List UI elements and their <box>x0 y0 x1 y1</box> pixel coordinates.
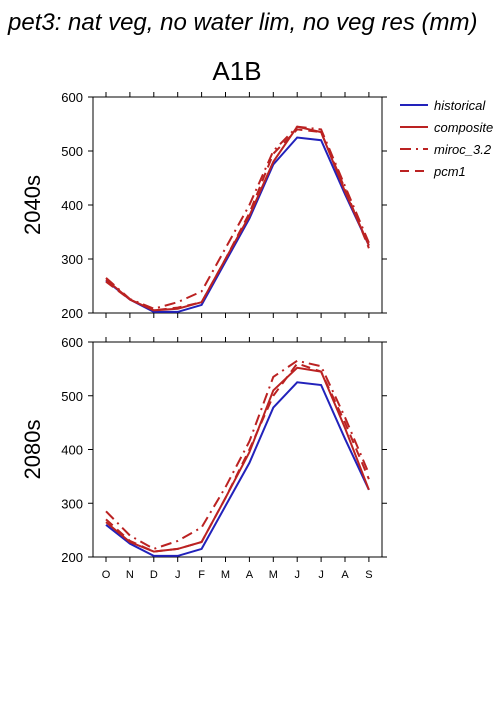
legend-label: miroc_3.2 <box>434 142 492 157</box>
y-tick-label: 500 <box>61 389 83 404</box>
y-tick-label: 300 <box>61 496 83 511</box>
series-line-composite <box>105 366 370 553</box>
plot-frame <box>92 96 383 314</box>
panel-label: 2040s <box>20 175 45 235</box>
series-line-miroc-3-2 <box>105 359 370 550</box>
legend-label: pcm1 <box>433 164 466 179</box>
x-tick-label: M <box>269 569 278 581</box>
legend-label: historical <box>434 98 486 113</box>
series-line-pcm1 <box>105 128 370 312</box>
x-tick-label: N <box>126 569 134 581</box>
panel-2080s: 200 300 400 500 600 O N D J F M A M J J A S 2080s <box>20 335 387 581</box>
legend: historical composite miroc_3.2 pcm1 <box>400 98 493 179</box>
legend-label: composite <box>434 120 493 135</box>
y-tick-label: 400 <box>61 443 83 458</box>
series-line-pcm1 <box>105 362 370 553</box>
panel-2040s: 200 300 400 500 600 2040s <box>20 90 387 321</box>
x-tick-label: J <box>294 569 300 581</box>
x-tick-label: O <box>102 569 111 581</box>
x-tick-label: J <box>175 569 181 581</box>
y-tick-label: 500 <box>61 144 83 159</box>
x-tick-label: A <box>341 569 349 581</box>
series-line-historical <box>105 381 370 557</box>
figure-title: pet3: nat veg, no water lim, no veg res … <box>7 9 478 36</box>
y-tick-label: 200 <box>61 306 83 321</box>
y-tick-label: 300 <box>61 252 83 267</box>
y-tick-label: 600 <box>61 335 83 350</box>
scenario-label: A1B <box>212 56 261 86</box>
x-tick-label: F <box>198 569 205 581</box>
plot-frame <box>92 341 383 558</box>
x-tick-label: M <box>221 569 230 581</box>
x-tick-label: D <box>150 569 158 581</box>
series-line-historical <box>105 136 370 313</box>
y-tick-label: 600 <box>61 90 83 105</box>
x-tick-label: J <box>318 569 324 581</box>
x-tick-label: A <box>246 569 254 581</box>
y-tick-label: 200 <box>61 550 83 565</box>
panel-label: 2080s <box>20 420 45 480</box>
y-tick-label: 400 <box>61 198 83 213</box>
x-tick-label: S <box>365 569 372 581</box>
series-line-miroc-3-2 <box>105 125 370 310</box>
